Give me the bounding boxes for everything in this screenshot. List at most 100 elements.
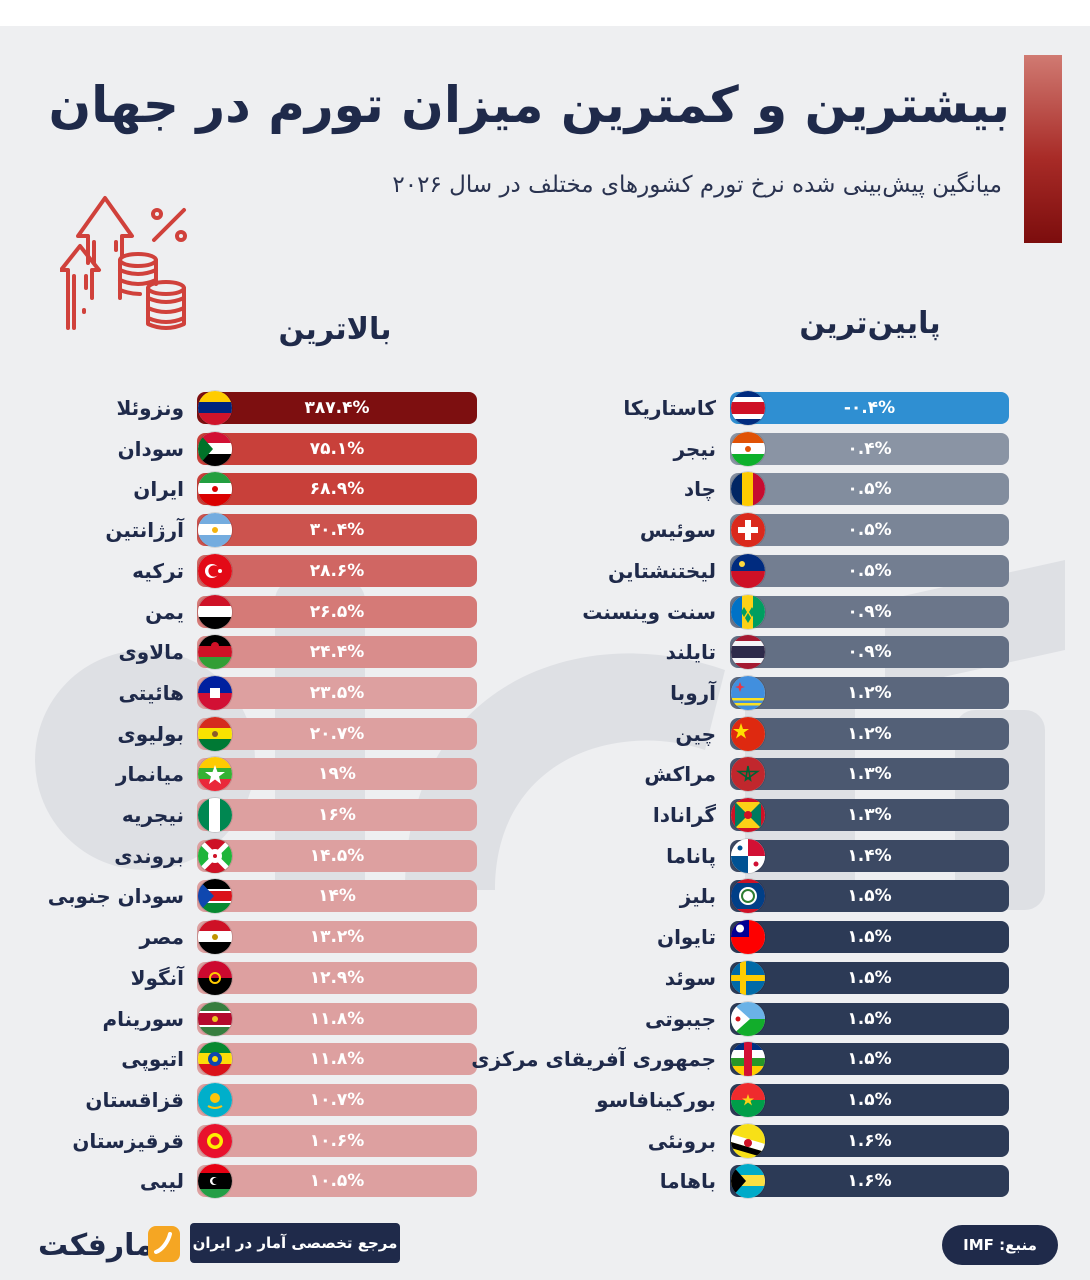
- reference-label: مرجع تخصصی آمار در ایران: [190, 1223, 400, 1263]
- highest-country-name: قرقیزستان: [72, 1128, 184, 1153]
- highest-country-name: مصر: [139, 925, 184, 950]
- highest-row-nigeria: ۱۶% نیجریه: [0, 798, 1090, 832]
- china-flag-icon: [731, 716, 765, 751]
- lowest-value-bar: ۱.۳%: [730, 799, 1009, 831]
- highest-country-name: آرژانتین: [105, 518, 184, 543]
- highest-country-name: مالاوی: [118, 640, 184, 665]
- highest-country-name: قزاقستان: [85, 1087, 184, 1112]
- inflation-coins-arrows-icon: [60, 196, 187, 330]
- highest-value-bar: ۱۰.۵%: [197, 1165, 477, 1198]
- lowest-country-name: تایوان: [657, 925, 716, 950]
- lowest-country-name: تایلند: [665, 640, 716, 665]
- highest-country-name: سودان جنوبی: [47, 884, 184, 909]
- top-white-strip: [0, 0, 1090, 26]
- lowest-row-liechtenstein: ۰.۵% لیختنشتاین: [0, 553, 1090, 588]
- lowest-country-name: جمهوری آفریقای مرکزی: [471, 1047, 716, 1072]
- iran-flag-icon: [198, 472, 232, 507]
- lowest-value-bar: ۰.۵%: [730, 514, 1009, 547]
- highest-value-bar: ۳۸۷.۴%: [197, 392, 477, 424]
- highest-country-name: ترکیه: [132, 558, 184, 583]
- highest-value-bar: ۱۶%: [197, 799, 477, 831]
- highest-row-iran: ۶۸.۹% ایران: [0, 472, 1090, 507]
- highest-row-angola: ۱۲.۹% آنگولا: [0, 960, 1090, 995]
- saint-vincent-flag-icon: [731, 594, 765, 629]
- lowest-row-costa-rica: -۰.۴% کاستاریکا: [0, 391, 1090, 425]
- highest-row-malawi: ۲۴.۴% مالاوی: [0, 635, 1090, 670]
- highest-country-name: ایران: [133, 477, 184, 502]
- panama-flag-icon: [731, 838, 765, 873]
- lowest-country-name: بورکینافاسو: [596, 1087, 716, 1112]
- highest-row-suriname: ۱۱.۸% سورینام: [0, 1001, 1090, 1036]
- lowest-row-saint-vincent: ۰.۹% سنت وینسنت: [0, 594, 1090, 629]
- highest-country-name: نیجریه: [121, 803, 184, 827]
- lowest-country-name: برونئی: [647, 1128, 716, 1153]
- lowest-value-bar: ۱.۵%: [730, 961, 1009, 994]
- highest-country-name: لیبی: [139, 1169, 184, 1194]
- lowest-country-name: باهاما: [659, 1169, 716, 1194]
- ethiopia-flag-icon: [198, 1042, 232, 1077]
- highest-country-name: میانمار: [116, 762, 184, 787]
- source-label: منبع: IMF: [942, 1225, 1058, 1265]
- lowest-row-thailand: ۰.۹% تایلند: [0, 635, 1090, 670]
- highest-value-bar: ۱۰.۶%: [197, 1124, 477, 1157]
- lowest-value-bar: ۰.۴%: [730, 432, 1009, 465]
- lowest-column-header: پایین‌ترین: [799, 306, 941, 341]
- aruba-flag-icon: [731, 675, 765, 710]
- turkey-flag-icon: [198, 553, 232, 588]
- highest-value-bar: ۷۵.۱%: [197, 432, 477, 465]
- central-african-republic-flag-icon: [731, 1042, 765, 1077]
- lowest-value-bar: ۱.۳%: [730, 758, 1009, 791]
- highest-row-bolivia: ۲۰.۷% بولیوی: [0, 716, 1090, 751]
- lowest-row-niger: ۰.۴% نیجر: [0, 431, 1090, 466]
- kazakhstan-flag-icon: [198, 1082, 232, 1117]
- burkina-faso-flag-icon: [731, 1082, 765, 1117]
- lowest-country-name: سوئیس: [639, 518, 716, 543]
- lowest-row-burkina-faso: ۱.۵% بورکینافاسو: [0, 1082, 1090, 1117]
- highest-value-bar: ۱۱.۸%: [197, 1043, 477, 1076]
- lowest-value-bar: ۱.۴%: [730, 839, 1009, 872]
- lowest-value-bar: ۰.۹%: [730, 595, 1009, 628]
- page-subtitle: میانگین پیش‌بینی شده نرخ تورم کشورهای مخ…: [392, 172, 1002, 198]
- lowest-value-bar: ۱.۵%: [730, 1043, 1009, 1076]
- belize-flag-icon: [731, 879, 765, 914]
- highest-value-bar: ۱۹%: [197, 758, 477, 791]
- lowest-country-name: لیختنشتاین: [608, 558, 716, 583]
- lowest-value-bar: -۰.۴%: [730, 392, 1009, 424]
- highest-value-bar: ۳۰.۴%: [197, 514, 477, 547]
- lowest-row-belize: ۱.۵% بلیز: [0, 879, 1090, 914]
- nigeria-flag-icon: [198, 798, 232, 832]
- myanmar-flag-icon: [198, 757, 232, 792]
- highest-value-bar: ۱۳.۲%: [197, 921, 477, 954]
- chad-flag-icon: [731, 472, 765, 507]
- highest-value-bar: ۲۰.۷%: [197, 717, 477, 750]
- lowest-row-brunei: ۱.۶% برونئی: [0, 1123, 1090, 1158]
- lowest-row-china: ۱.۲% چین: [0, 716, 1090, 751]
- lowest-country-name: جیبوتی: [644, 1006, 716, 1031]
- lowest-country-name: سنت وینسنت: [582, 599, 716, 624]
- angola-flag-icon: [198, 960, 232, 995]
- lowest-country-name: آروبا: [670, 680, 716, 705]
- lowest-country-name: بلیز: [679, 884, 716, 909]
- lowest-value-bar: ۱.۵%: [730, 1083, 1009, 1116]
- lowest-country-name: مراکش: [644, 762, 716, 787]
- highest-country-name: آنگولا: [130, 965, 184, 990]
- amarfact-logo-mark-icon: [148, 1226, 180, 1262]
- highest-row-kazakhstan: ۱۰.۷% قزاقستان: [0, 1082, 1090, 1117]
- lowest-row-taiwan: ۱.۵% تایوان: [0, 920, 1090, 955]
- lowest-value-bar: ۰.۵%: [730, 554, 1009, 587]
- title-accent-bar: [1024, 55, 1062, 243]
- highest-row-sudan: ۷۵.۱% سودان: [0, 431, 1090, 466]
- lowest-row-grenada: ۱.۳% گرانادا: [0, 798, 1090, 832]
- page-title: بیشترین و کمترین میزان تورم در جهان: [48, 76, 1010, 134]
- suriname-flag-icon: [198, 1001, 232, 1036]
- malawi-flag-icon: [198, 635, 232, 670]
- lowest-value-bar: ۱.۶%: [730, 1124, 1009, 1157]
- highest-row-libya: ۱۰.۵% لیبی: [0, 1164, 1090, 1199]
- highest-row-south-sudan: ۱۴% سودان جنوبی: [0, 879, 1090, 914]
- highest-value-bar: ۱۰.۷%: [197, 1083, 477, 1116]
- highest-column-header: بالاترین: [278, 312, 392, 347]
- lowest-value-bar: ۱.۶%: [730, 1165, 1009, 1198]
- highest-row-egypt: ۱۳.۲% مصر: [0, 920, 1090, 955]
- niger-flag-icon: [731, 431, 765, 466]
- highest-row-ethiopia: ۱۱.۸% اتیوپی: [0, 1042, 1090, 1077]
